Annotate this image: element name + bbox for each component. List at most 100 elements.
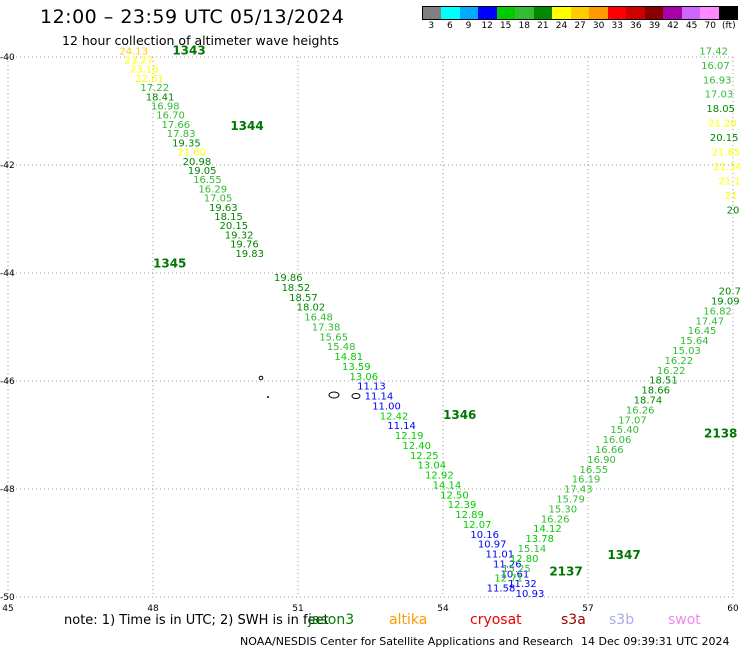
wave-height-value: 20.98 bbox=[183, 157, 212, 168]
wave-height-value: 21.65 bbox=[712, 148, 740, 159]
wave-height-value: 17.42 bbox=[699, 46, 728, 57]
color-scale-swatch bbox=[552, 7, 571, 19]
wave-height-value: 15.64 bbox=[680, 336, 709, 347]
wave-height-value: 15.14 bbox=[518, 544, 547, 555]
pass-number-label: 2138 bbox=[704, 427, 737, 441]
island-outline bbox=[258, 375, 264, 381]
mission-legend-item: cryosat bbox=[470, 612, 522, 628]
wave-height-value: 19.32 bbox=[225, 230, 254, 241]
color-scale-swatch bbox=[663, 7, 682, 19]
wave-height-value: 12.50 bbox=[440, 490, 469, 501]
color-scale-label: 33 bbox=[611, 21, 623, 31]
wave-height-value: 21.34 bbox=[713, 162, 740, 173]
wave-height-value: 17.07 bbox=[618, 415, 647, 426]
mission-legend-item: s3b bbox=[609, 612, 635, 628]
wave-height-value: 18.51 bbox=[649, 376, 678, 387]
x-tick-label: 54 bbox=[437, 604, 449, 614]
color-scale-swatch bbox=[441, 7, 460, 19]
wave-height-value: 13.78 bbox=[525, 534, 554, 545]
color-scale-label: 12 bbox=[481, 21, 493, 31]
wave-height-value: 11.14 bbox=[387, 421, 416, 432]
wave-height-value: 15.30 bbox=[549, 504, 578, 515]
pass-number-label: 1346 bbox=[443, 408, 476, 422]
color-scale-label: 18 bbox=[518, 21, 530, 31]
wave-height-value: 23.16 bbox=[130, 65, 159, 76]
island-outline bbox=[328, 391, 340, 399]
wave-height-labels: 24.1323.2723.1622.6117.2218.4116.9816.70… bbox=[119, 46, 740, 600]
wave-height-value: 10.93 bbox=[516, 589, 545, 600]
mission-legend-item: jason3 bbox=[308, 612, 355, 628]
pass-number-label: 1344 bbox=[230, 119, 263, 133]
wave-height-value: 18.41 bbox=[146, 92, 175, 103]
wave-height-value: 15.79 bbox=[556, 495, 585, 506]
color-scale-label: 30 bbox=[592, 21, 605, 31]
color-scale-swatch bbox=[700, 7, 719, 19]
wave-height-value: 17.05 bbox=[204, 194, 233, 205]
wave-height-value: 18.02 bbox=[297, 303, 326, 314]
wave-height-value: 18.74 bbox=[634, 396, 663, 407]
wave-height-value: 22.61 bbox=[135, 74, 164, 85]
wave-height-value: 19.86 bbox=[274, 273, 303, 284]
island-outlines bbox=[258, 375, 361, 399]
wave-height-value: 21.60 bbox=[177, 148, 206, 159]
wave-height-value: 14.81 bbox=[334, 352, 363, 363]
wave-height-value: 17.83 bbox=[167, 129, 196, 140]
wave-height-value: 11.14 bbox=[365, 392, 394, 403]
wave-height-value: 16.06 bbox=[603, 435, 632, 446]
y-tick-label: -40 bbox=[0, 53, 15, 63]
color-scale-swatch bbox=[533, 7, 553, 19]
wave-height-value: 21 bbox=[725, 191, 738, 202]
wave-height-value: 12.80 bbox=[510, 554, 539, 565]
wave-height-value: 17.03 bbox=[705, 90, 734, 101]
wave-height-value: 11.01 bbox=[485, 550, 514, 561]
wave-height-value: 18.15 bbox=[214, 212, 243, 223]
wave-height-value: 11.58 bbox=[487, 584, 516, 595]
wave-height-value: 16.82 bbox=[703, 306, 732, 317]
color-scale-labels: 3 6 9 12 15 18 21 24 27 30 33 36 39 42 45 70 (ft) bbox=[422, 21, 738, 31]
wave-height-value: 15.48 bbox=[327, 342, 356, 353]
pass-labels: 1343 1344 1345 1346 1347 2137 2138 bbox=[153, 43, 737, 578]
chart-title: 12:00 – 23:59 UTC 05/13/2024 bbox=[40, 6, 345, 28]
wave-height-value: 14.12 bbox=[533, 524, 562, 535]
pass-number-label: 2137 bbox=[549, 564, 582, 578]
color-scale-label: 27 bbox=[574, 21, 586, 31]
color-scale-label: 3 bbox=[428, 21, 435, 31]
wave-height-value: 19.63 bbox=[209, 203, 238, 214]
credit-line: NOAA/NESDIS Center for Satellite Applica… bbox=[240, 635, 574, 648]
wave-height-value: 11.26 bbox=[493, 559, 522, 570]
wave-height-value: 20.71 bbox=[719, 287, 740, 298]
color-scale-swatch bbox=[570, 7, 590, 19]
color-scale-swatch bbox=[459, 7, 479, 19]
color-scale-swatch bbox=[496, 7, 516, 19]
wave-height-value: 15.40 bbox=[610, 425, 639, 436]
color-scale-swatch bbox=[681, 7, 701, 19]
wave-height-value: 17.66 bbox=[162, 120, 191, 131]
wave-height-value: 16.55 bbox=[193, 175, 222, 186]
wave-height-value: 20.15 bbox=[220, 221, 249, 232]
wave-height-value: 12.39 bbox=[448, 500, 477, 511]
color-scale-label: 42 bbox=[667, 21, 679, 31]
wave-height-value: 18.52 bbox=[282, 283, 311, 294]
generated-timestamp: 14 Dec 09:39:31 UTC 2024 bbox=[581, 635, 730, 648]
pass-number-label: 1343 bbox=[172, 43, 205, 57]
axis-tick-labels: 45 48 51 54 57 60 -40 -42 -44 -46 -48 -50 bbox=[0, 53, 739, 614]
wave-height-value: 16.22 bbox=[665, 356, 694, 367]
wave-height-value: 19.83 bbox=[235, 249, 264, 260]
wave-height-value: 14.14 bbox=[433, 480, 462, 491]
x-tick-label: 45 bbox=[2, 604, 13, 614]
wave-height-value: 12.42 bbox=[380, 411, 409, 422]
mission-legend-item: swot bbox=[668, 612, 701, 628]
wave-height-value: 16.93 bbox=[703, 75, 732, 86]
color-scale-label: 21 bbox=[537, 21, 549, 31]
wave-height-value: 13.04 bbox=[418, 461, 447, 472]
y-tick-label: -48 bbox=[0, 485, 15, 495]
wave-height-value: 24.13 bbox=[119, 46, 148, 57]
wave-height-value: 16.22 bbox=[657, 366, 686, 377]
wave-height-value: 12.07 bbox=[463, 520, 492, 531]
wave-height-value: 11.13 bbox=[357, 382, 386, 393]
wave-height-value: 18.66 bbox=[641, 386, 670, 397]
x-tick-label: 51 bbox=[292, 604, 303, 614]
mission-legend-item: altika bbox=[389, 612, 428, 628]
wave-height-value: 16.19 bbox=[572, 475, 601, 486]
